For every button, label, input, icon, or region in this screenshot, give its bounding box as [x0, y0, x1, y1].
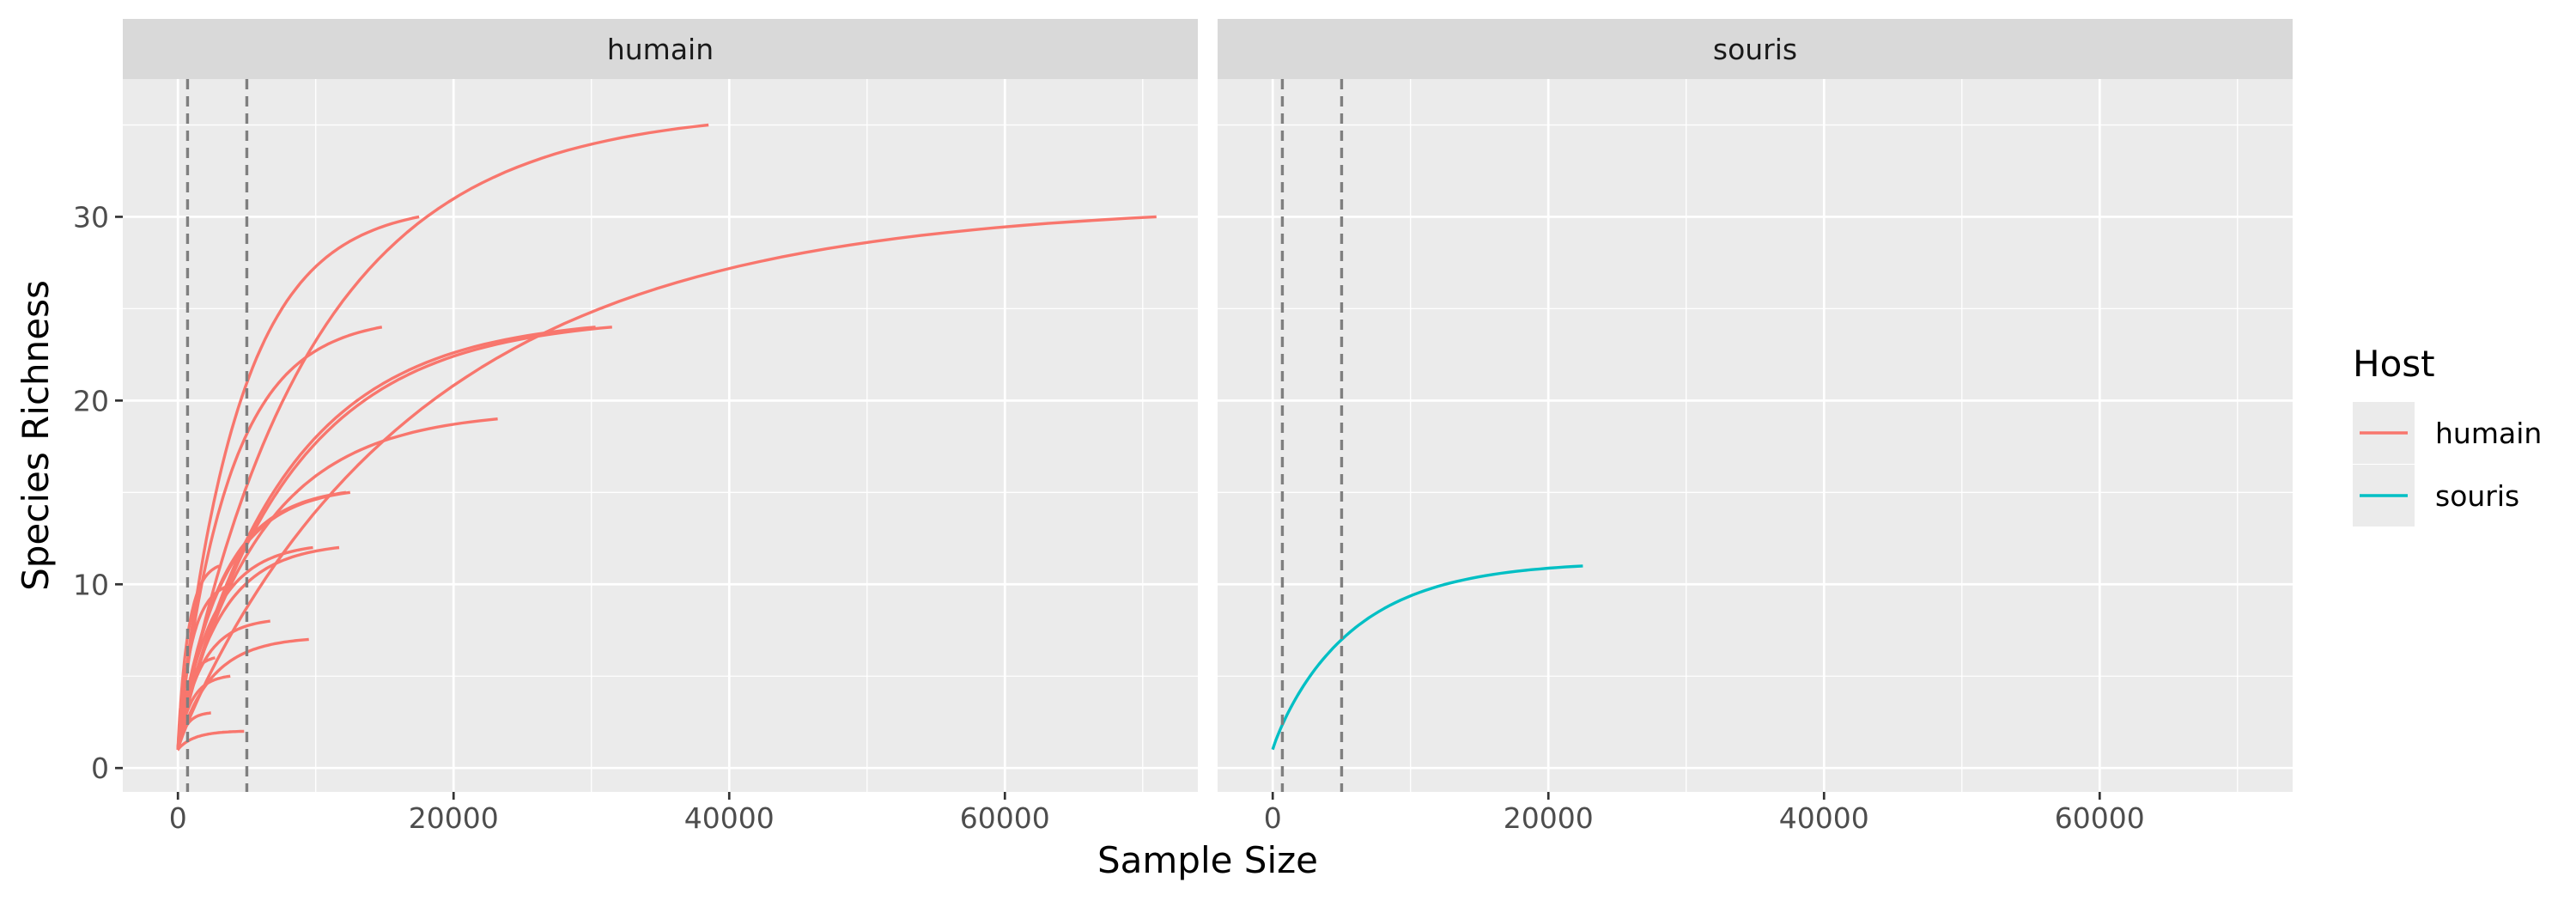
legend-label-souris: souris: [2435, 479, 2519, 513]
x-axis-title: Sample Size: [1097, 839, 1318, 881]
panel-humain: humain 0 20000 40000 60000 0 10 20 30: [73, 19, 1198, 835]
y-tick-label: 20: [73, 384, 109, 417]
x-tick-label: 0: [169, 801, 187, 835]
panel-souris: souris 0 20000 40000 60000: [1218, 19, 2293, 835]
panel-strip: [123, 19, 1198, 79]
panels-layer: humain 0 20000 40000 60000 0 10 20 30 souris 0 2000…: [73, 19, 2293, 835]
y-tick-label: 10: [73, 568, 109, 601]
x-tick-label: 20000: [1504, 801, 1594, 835]
x-tick-label: 60000: [960, 801, 1050, 835]
y-tick-label: 30: [73, 200, 109, 234]
legend-label-humain: humain: [2435, 417, 2542, 450]
rarefaction-curve: [1271, 564, 1583, 752]
panel-background: [123, 79, 1198, 792]
panel-strip-label: souris: [1713, 33, 1797, 66]
legend: Host humain souris: [2353, 343, 2542, 527]
panel-background: [1218, 79, 2293, 792]
rarefaction-curve: [176, 729, 245, 752]
rarefaction-curve: [176, 711, 212, 752]
panel-strip-label: humain: [607, 33, 714, 66]
x-tick-label: 60000: [2055, 801, 2145, 835]
x-tick-label: 20000: [409, 801, 499, 835]
x-tick-label: 40000: [684, 801, 775, 835]
legend-title: Host: [2353, 343, 2435, 385]
y-tick-label: 0: [91, 752, 109, 785]
panel-strip: [1218, 19, 2293, 79]
x-tick-label: 0: [1264, 801, 1282, 835]
y-axis-title: Species Richness: [15, 280, 57, 591]
x-tick-label: 40000: [1779, 801, 1869, 835]
